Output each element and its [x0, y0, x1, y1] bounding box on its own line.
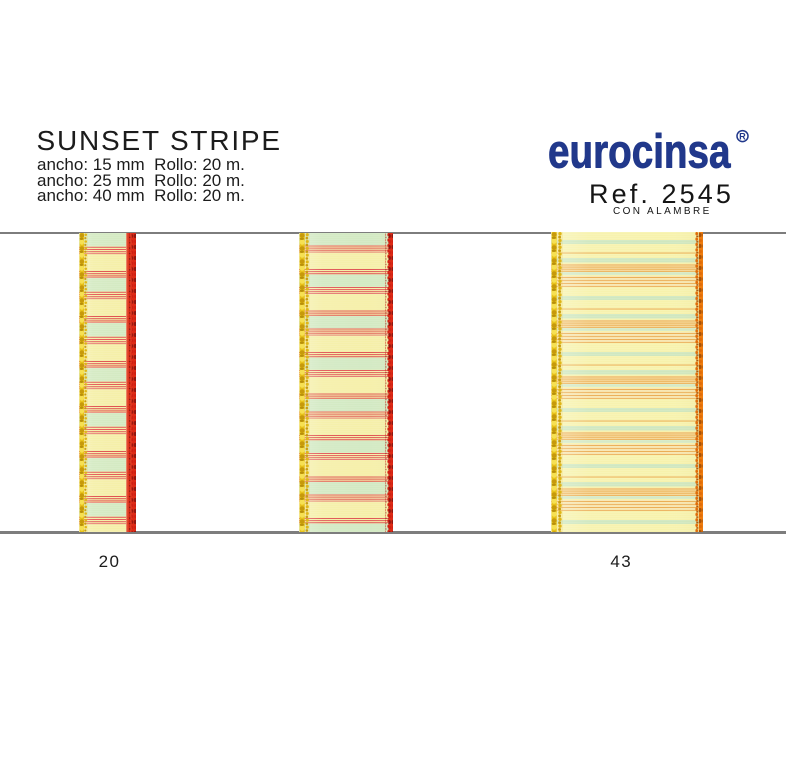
svg-text:eurocinsa: eurocinsa: [548, 125, 731, 178]
svg-text:R: R: [739, 132, 746, 142]
